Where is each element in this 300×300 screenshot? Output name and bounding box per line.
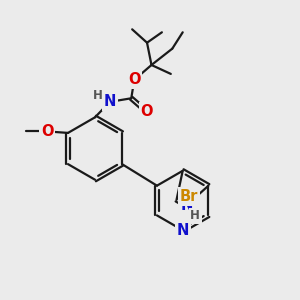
Text: Br: Br	[180, 189, 198, 204]
Text: N: N	[180, 198, 193, 213]
Text: O: O	[41, 124, 53, 139]
Text: N: N	[176, 223, 189, 238]
Text: O: O	[128, 72, 140, 87]
Text: H: H	[92, 89, 102, 102]
Text: N: N	[104, 94, 116, 110]
Text: H: H	[190, 209, 200, 223]
Text: O: O	[140, 104, 153, 119]
